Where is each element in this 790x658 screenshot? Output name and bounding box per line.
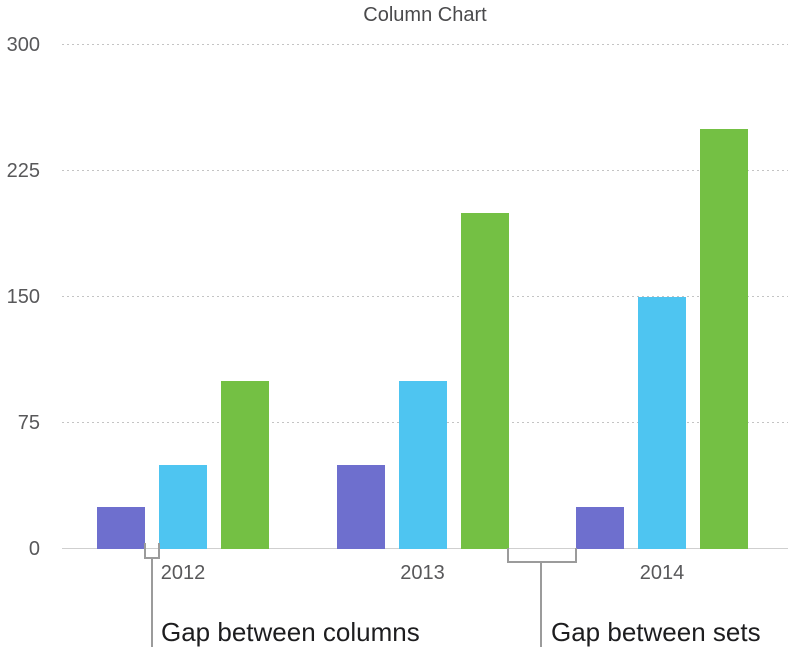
gridline <box>62 296 788 297</box>
gap-columns-bracket <box>144 543 160 559</box>
x-category-label: 2013 <box>400 562 445 584</box>
bar <box>460 213 509 549</box>
gridline <box>62 44 788 45</box>
bar <box>576 507 624 549</box>
bar <box>221 381 269 549</box>
y-tick-label: 150 <box>6 286 40 308</box>
gap-columns-label: Gap between columns <box>161 617 420 647</box>
bar-group: 2013 <box>336 213 509 584</box>
gap-columns-callout-line <box>151 559 153 647</box>
x-category-label: 2012 <box>160 562 206 584</box>
bar <box>700 129 748 549</box>
bar <box>398 381 447 549</box>
y-axis-labels: 0 75 150 225 300 <box>0 35 40 559</box>
gap-sets-bracket <box>507 548 577 563</box>
bar <box>638 297 686 549</box>
y-tick-label: 75 <box>17 412 40 434</box>
bar <box>159 465 207 549</box>
y-tick-label: 225 <box>6 160 40 182</box>
bar-group: 2012 <box>97 381 269 584</box>
y-tick-label: 300 <box>6 34 40 56</box>
bar <box>336 465 385 549</box>
gridline <box>62 170 788 171</box>
gap-sets-label: Gap between sets <box>551 617 761 647</box>
chart-title: Column Chart <box>363 4 487 26</box>
bar <box>97 507 145 549</box>
plot-area: 2012 2013 2014 <box>62 45 788 584</box>
y-tick-label: 0 <box>28 538 40 560</box>
x-category-label: 2014 <box>639 562 685 584</box>
gap-sets-callout-line <box>540 563 542 647</box>
bar-group: 2014 <box>576 129 748 584</box>
